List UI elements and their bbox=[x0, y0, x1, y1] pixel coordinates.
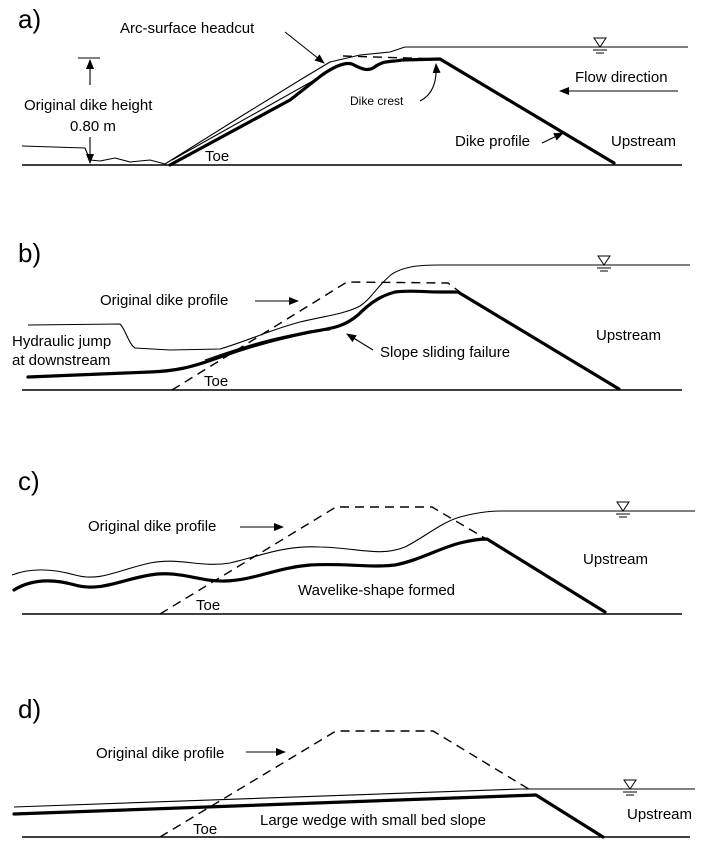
panel-b-eroded-profile bbox=[26, 289, 621, 391]
panel-a-flow-label: Flow direction bbox=[575, 69, 668, 86]
panel-a-upstream-label: Upstream bbox=[611, 133, 676, 150]
panel-d-upstream-label: Upstream bbox=[627, 806, 692, 823]
panel-b-sliding-label: Slope sliding failure bbox=[380, 344, 510, 361]
panel-b: b) Original dike profile Hydraulic jump … bbox=[12, 238, 690, 391]
panel-a-crest-leader bbox=[419, 63, 441, 102]
panel-c-wavelike-label: Wavelike-shape formed bbox=[298, 582, 455, 599]
panel-a-headcut-leader bbox=[284, 31, 325, 64]
panel-a-headcut-label: Arc-surface headcut bbox=[120, 20, 255, 37]
panel-c-label: c) bbox=[18, 466, 40, 496]
panel-b-sliding-leader bbox=[346, 333, 374, 351]
panel-b-water-surface bbox=[27, 264, 690, 351]
panel-d-water-surface bbox=[13, 788, 695, 808]
panel-b-jump-label-2: at downstream bbox=[12, 352, 110, 369]
panel-c-water-surface bbox=[11, 510, 695, 578]
panel-d-toe-label: Toe bbox=[193, 821, 217, 838]
panel-b-jump-label-1: Hydraulic jump bbox=[12, 333, 111, 350]
panel-c-water-level-icon bbox=[616, 501, 630, 518]
panel-d-water-level-icon bbox=[623, 779, 637, 796]
panel-a-crest-label: Dike crest bbox=[350, 94, 404, 108]
panel-a-height-dimension bbox=[78, 57, 100, 164]
panel-b-original-profile bbox=[171, 281, 461, 391]
panel-a-water-level-icon bbox=[593, 37, 607, 54]
panel-b-water-level-icon bbox=[597, 255, 611, 272]
panel-d-original-label: Original dike profile bbox=[96, 745, 224, 762]
panel-a-slope-line bbox=[171, 77, 319, 161]
panel-a-toe-label: Toe bbox=[205, 148, 229, 165]
panel-d-wedge-label: Large wedge with small bed slope bbox=[260, 812, 486, 829]
panel-c-toe-label: Toe bbox=[196, 597, 220, 614]
panel-a-label: a) bbox=[18, 4, 41, 34]
panel-b-slope-line bbox=[204, 329, 331, 361]
panel-d-original-profile bbox=[159, 730, 533, 838]
panel-a: a) Original dike height 0.80 m Arc-surfa… bbox=[18, 4, 688, 167]
panel-c-original-profile bbox=[159, 506, 489, 615]
panel-c: c) Original dike profile Wavelike-shape … bbox=[11, 466, 695, 615]
panel-a-profile-leader bbox=[541, 132, 564, 144]
panel-c-original-label: Original dike profile bbox=[88, 518, 216, 535]
panel-b-toe-label: Toe bbox=[204, 373, 228, 390]
panel-b-upstream-label: Upstream bbox=[596, 327, 661, 344]
panel-a-dike-profile bbox=[168, 57, 616, 167]
panel-a-height-value: 0.80 m bbox=[70, 118, 116, 135]
panel-b-label: b) bbox=[18, 238, 41, 268]
panel-d: d) Original dike profile Large wedge wit… bbox=[12, 694, 695, 839]
panel-c-eroded-profile bbox=[12, 537, 607, 614]
panel-a-height-title: Original dike height bbox=[24, 97, 153, 114]
panel-c-upstream-label: Upstream bbox=[583, 551, 648, 568]
panel-d-eroded-profile bbox=[12, 793, 605, 839]
panel-b-original-label: Original dike profile bbox=[100, 292, 228, 309]
panel-d-label: d) bbox=[18, 694, 41, 724]
panel-a-profile-label: Dike profile bbox=[455, 133, 530, 150]
